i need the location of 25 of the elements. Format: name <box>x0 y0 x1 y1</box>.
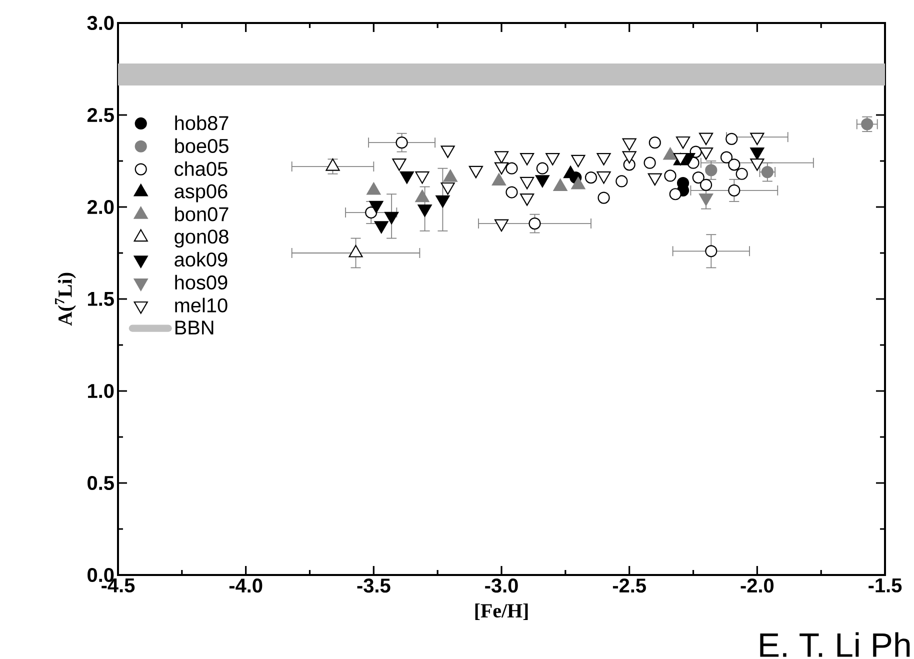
y-axis-title: A($^{7}$Li) <box>55 272 76 326</box>
x-tick-label: -1.5 <box>868 578 902 592</box>
legend-label: boe05 <box>175 138 228 154</box>
text: E. T. Li Ph <box>760 632 910 657</box>
x-tick-label: -2.0 <box>740 578 774 593</box>
y-tick-label: 2.0 <box>87 200 114 214</box>
y-tick-label: 2.5 <box>87 108 114 122</box>
legend-label: cha05 <box>174 161 228 176</box>
x-tick-label: -3.0 <box>485 578 518 593</box>
x-axis-title: [Fe/H] <box>475 603 528 620</box>
x-tick-label: -2.5 <box>612 578 646 593</box>
y-tick-label: 3.0 <box>87 16 114 30</box>
y-tick-label: 0.5 <box>88 476 114 490</box>
legend-label: BBN <box>175 320 214 334</box>
x-tick-label: -3.5 <box>357 578 390 593</box>
legend-label: hos09 <box>175 274 228 290</box>
legend-label: asp06 <box>174 184 228 202</box>
x-tick-label: -4.0 <box>229 578 262 593</box>
legend-label: aok09 <box>174 252 228 267</box>
legend-label: gon08 <box>174 230 228 248</box>
legend-label: mel10 <box>175 298 228 312</box>
y-tick-label: 1.0 <box>88 384 114 398</box>
legend-label: bon07 <box>175 206 228 222</box>
legend-label: hob87 <box>175 116 228 130</box>
y-tick-label: 1.5 <box>88 292 114 306</box>
